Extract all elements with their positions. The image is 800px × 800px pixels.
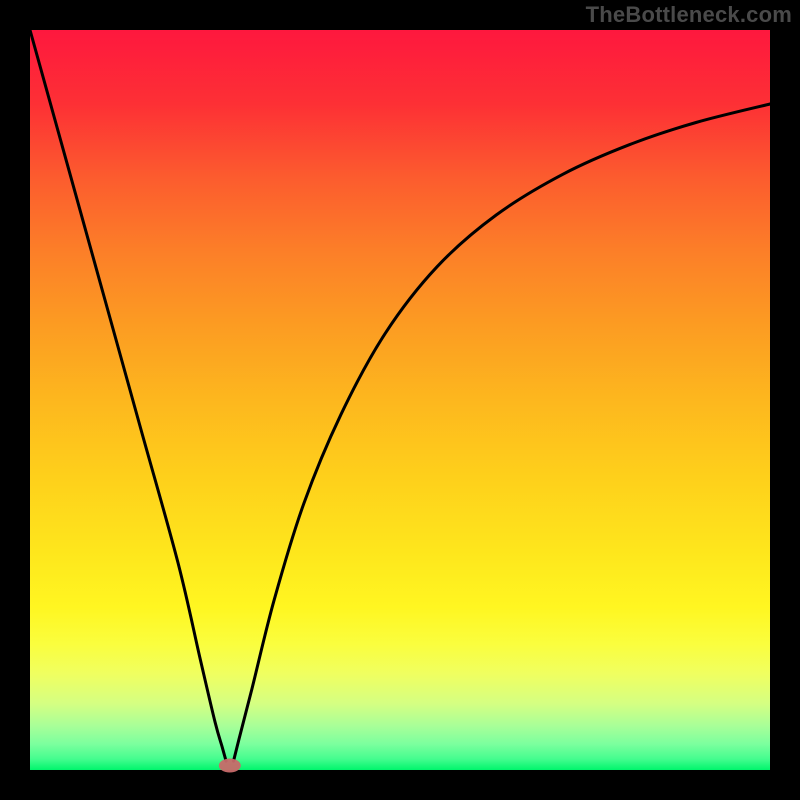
minimum-marker [219, 759, 241, 773]
gradient-panel [30, 30, 770, 770]
chart-stage: TheBottleneck.com [0, 0, 800, 800]
chart-svg [0, 0, 800, 800]
watermark-text: TheBottleneck.com [586, 2, 792, 28]
